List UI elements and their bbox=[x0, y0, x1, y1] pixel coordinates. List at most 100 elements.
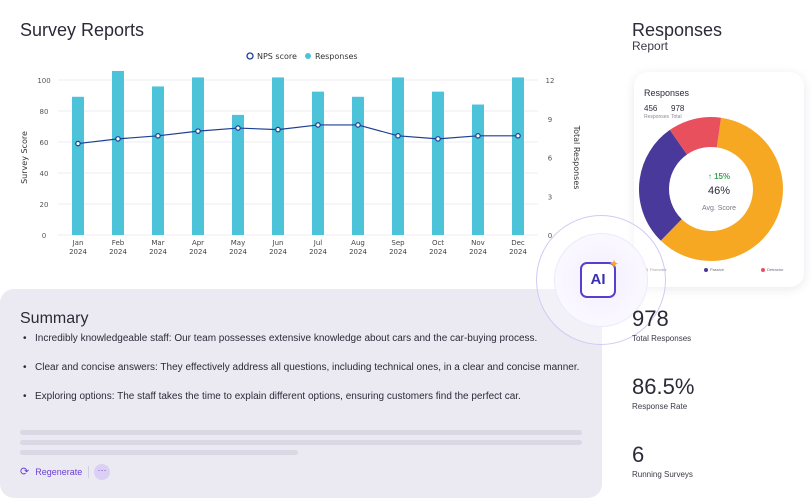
bar bbox=[512, 77, 524, 235]
nps-point bbox=[475, 133, 481, 139]
bar bbox=[432, 91, 444, 235]
page-title: Survey Reports bbox=[20, 20, 145, 40]
responses-card: Responses 456 Responses 978 Total ↑ 15% … bbox=[634, 72, 804, 287]
x-tick-label: Jul bbox=[313, 239, 323, 247]
stat-value: 6 bbox=[632, 442, 645, 467]
legend-responses-marker bbox=[305, 53, 311, 59]
summary-bullet: Exploring options: The staff takes the t… bbox=[20, 389, 580, 404]
score-change: ↑ 15% bbox=[707, 172, 731, 181]
x-tick-label: Oct bbox=[432, 239, 444, 247]
y-tick-label: 60 bbox=[40, 139, 49, 147]
summary-bullet: Clear and concise answers: They effectiv… bbox=[20, 360, 580, 375]
x-tick-label: Dec bbox=[511, 239, 525, 247]
nps-point bbox=[395, 133, 401, 139]
nps-point bbox=[235, 125, 241, 131]
y2-tick-label: 9 bbox=[548, 116, 552, 124]
stat-total-responses: 978 Total Responses bbox=[632, 306, 691, 343]
y-tick-label: 80 bbox=[40, 108, 49, 116]
y2-tick-label: 0 bbox=[548, 232, 552, 240]
stat-response-rate: 86.5% Response Rate bbox=[632, 374, 694, 411]
x-tick-label: May bbox=[231, 239, 245, 247]
y2-tick-label: 12 bbox=[546, 77, 555, 85]
bar bbox=[192, 77, 204, 235]
loading-placeholder-line bbox=[20, 430, 582, 435]
responses-donut-chart bbox=[639, 117, 783, 261]
card-responses-label: Responses bbox=[644, 114, 670, 120]
bar bbox=[72, 96, 84, 235]
nps-point bbox=[315, 122, 321, 128]
x-tick-label: Aug bbox=[351, 239, 365, 247]
stat-running-surveys: 6 Running Surveys bbox=[632, 442, 693, 479]
y-tick-label: 20 bbox=[40, 201, 49, 209]
x-tick-label: 2024 bbox=[469, 248, 487, 256]
detractor-dot-icon bbox=[761, 267, 765, 272]
regenerate-label: Regenerate bbox=[35, 466, 83, 477]
x-tick-label: 2024 bbox=[149, 248, 167, 256]
stat-label: Total Responses bbox=[632, 334, 692, 343]
y2-axis-label: Total Responses bbox=[572, 125, 581, 190]
x-tick-label: 2024 bbox=[389, 248, 407, 256]
responses-subtitle: Report bbox=[632, 39, 669, 53]
stat-value: 86.5% bbox=[632, 374, 695, 399]
bar bbox=[152, 86, 164, 235]
x-tick-label: 2024 bbox=[509, 248, 527, 256]
x-tick-label: 2024 bbox=[229, 248, 247, 256]
avg-score-label: Avg. Score bbox=[701, 205, 737, 212]
loading-placeholder-line bbox=[20, 440, 582, 445]
loading-placeholder-line bbox=[20, 450, 298, 455]
nps-line bbox=[77, 124, 518, 145]
bar bbox=[472, 104, 484, 235]
donut-segment-detractor bbox=[639, 117, 783, 261]
avg-score-value: 46% bbox=[707, 185, 731, 197]
ai-badge-button[interactable]: AI bbox=[580, 262, 616, 298]
y-tick-label: 0 bbox=[42, 232, 46, 240]
y2-tick-label: 6 bbox=[548, 155, 553, 163]
legend-nps-marker bbox=[246, 52, 254, 60]
legend-nps-label: NPS score bbox=[257, 52, 297, 61]
card-total-label: Total bbox=[671, 114, 682, 120]
more-options-button[interactable]: ··· bbox=[94, 464, 110, 480]
x-tick-label: 2024 bbox=[309, 248, 327, 256]
nps-point bbox=[355, 122, 361, 128]
x-tick-label: Nov bbox=[471, 239, 485, 247]
x-tick-label: Jun bbox=[272, 239, 284, 247]
card-responses-stat: 456 Responses bbox=[644, 104, 669, 120]
bar bbox=[392, 77, 404, 235]
summary-bullet: Incredibly knowledgeable staff: Our team… bbox=[20, 331, 580, 346]
card-title: Responses bbox=[644, 88, 690, 98]
bar bbox=[112, 70, 124, 235]
nps-point bbox=[195, 128, 201, 134]
nps-point bbox=[155, 133, 161, 139]
y2-tick-label: 3 bbox=[548, 193, 552, 201]
summary-list: Incredibly knowledgeable staff: Our team… bbox=[20, 331, 580, 418]
x-tick-label: 2024 bbox=[429, 248, 447, 256]
nps-point bbox=[275, 126, 281, 133]
donut-segment-passive bbox=[639, 117, 783, 261]
bar bbox=[312, 91, 324, 235]
x-tick-label: Mar bbox=[151, 239, 164, 247]
nps-point bbox=[435, 136, 441, 142]
x-tick-label: Sep bbox=[391, 239, 405, 247]
y-axis-label: Survey Score bbox=[20, 131, 29, 184]
stat-label: Response Rate bbox=[632, 402, 688, 411]
survey-chart: 0 20 40 60 80 100 0 3 6 9 12 Survey Score Total Resp… bbox=[20, 52, 581, 256]
divider bbox=[88, 466, 89, 478]
refresh-icon: ⟳ bbox=[20, 466, 30, 478]
responses-title: Responses bbox=[632, 20, 723, 40]
legend-responses-label: Responses bbox=[315, 52, 358, 61]
bar bbox=[352, 96, 364, 235]
passive-dot-icon bbox=[704, 267, 708, 272]
bar bbox=[272, 77, 284, 235]
x-tick-label: 2024 bbox=[189, 248, 207, 256]
sparkle-icon: ✦ bbox=[609, 257, 620, 271]
x-tick-label: Apr bbox=[192, 239, 204, 247]
card-responses-value: 456 bbox=[644, 104, 658, 113]
legend-passive: Passive bbox=[704, 267, 724, 272]
nps-point bbox=[515, 133, 521, 139]
card-total-stat: 978 Total bbox=[671, 104, 684, 120]
x-tick-label: Jan bbox=[72, 239, 84, 247]
regenerate-button[interactable]: ⟳ Regenerate bbox=[20, 465, 82, 478]
x-tick-label: 2024 bbox=[69, 248, 87, 256]
card-total-value: 978 bbox=[671, 104, 685, 113]
x-tick-label: 2024 bbox=[269, 248, 287, 256]
